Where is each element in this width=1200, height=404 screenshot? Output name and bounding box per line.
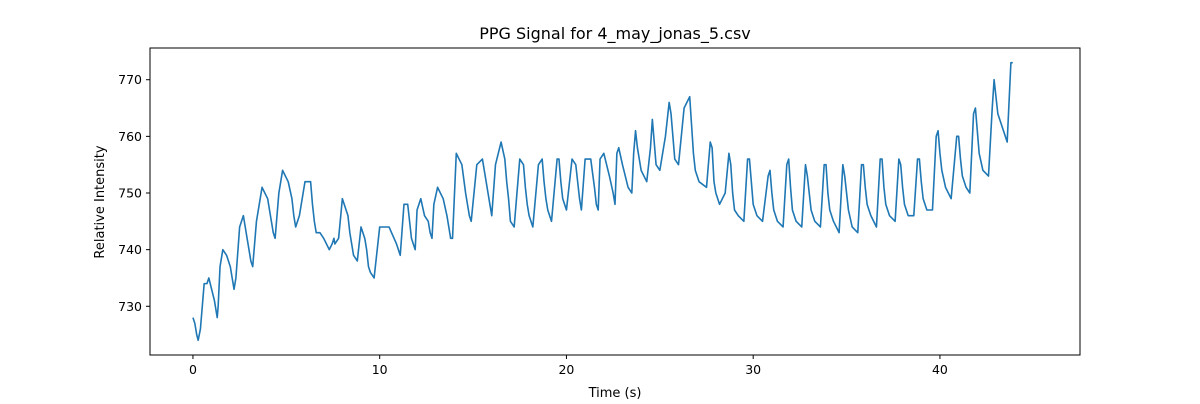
y-tick-label: 760 bbox=[118, 129, 142, 144]
x-tick-label: 30 bbox=[745, 362, 761, 377]
series-line-ppg bbox=[192, 61, 1013, 342]
plot-area bbox=[192, 61, 1013, 342]
chart-title: PPG Signal for 4_may_jonas_5.csv bbox=[479, 24, 751, 44]
y-tick-label: 730 bbox=[118, 299, 142, 314]
x-tick-label: 10 bbox=[372, 362, 388, 377]
y-axis-label: Relative Intensity bbox=[93, 145, 108, 258]
y-tick-label: 750 bbox=[118, 186, 142, 201]
axes: 0 10 20 30 40 730 740 750 760 770 bbox=[118, 47, 1081, 377]
x-tick-label: 20 bbox=[558, 362, 574, 377]
y-tick-label: 770 bbox=[118, 72, 142, 87]
y-tick-label: 740 bbox=[118, 242, 142, 257]
x-tick-label: 40 bbox=[932, 362, 948, 377]
x-axis-label: Time (s) bbox=[588, 386, 642, 400]
x-tick-label: 0 bbox=[189, 362, 197, 377]
axes-frame bbox=[149, 47, 1081, 356]
